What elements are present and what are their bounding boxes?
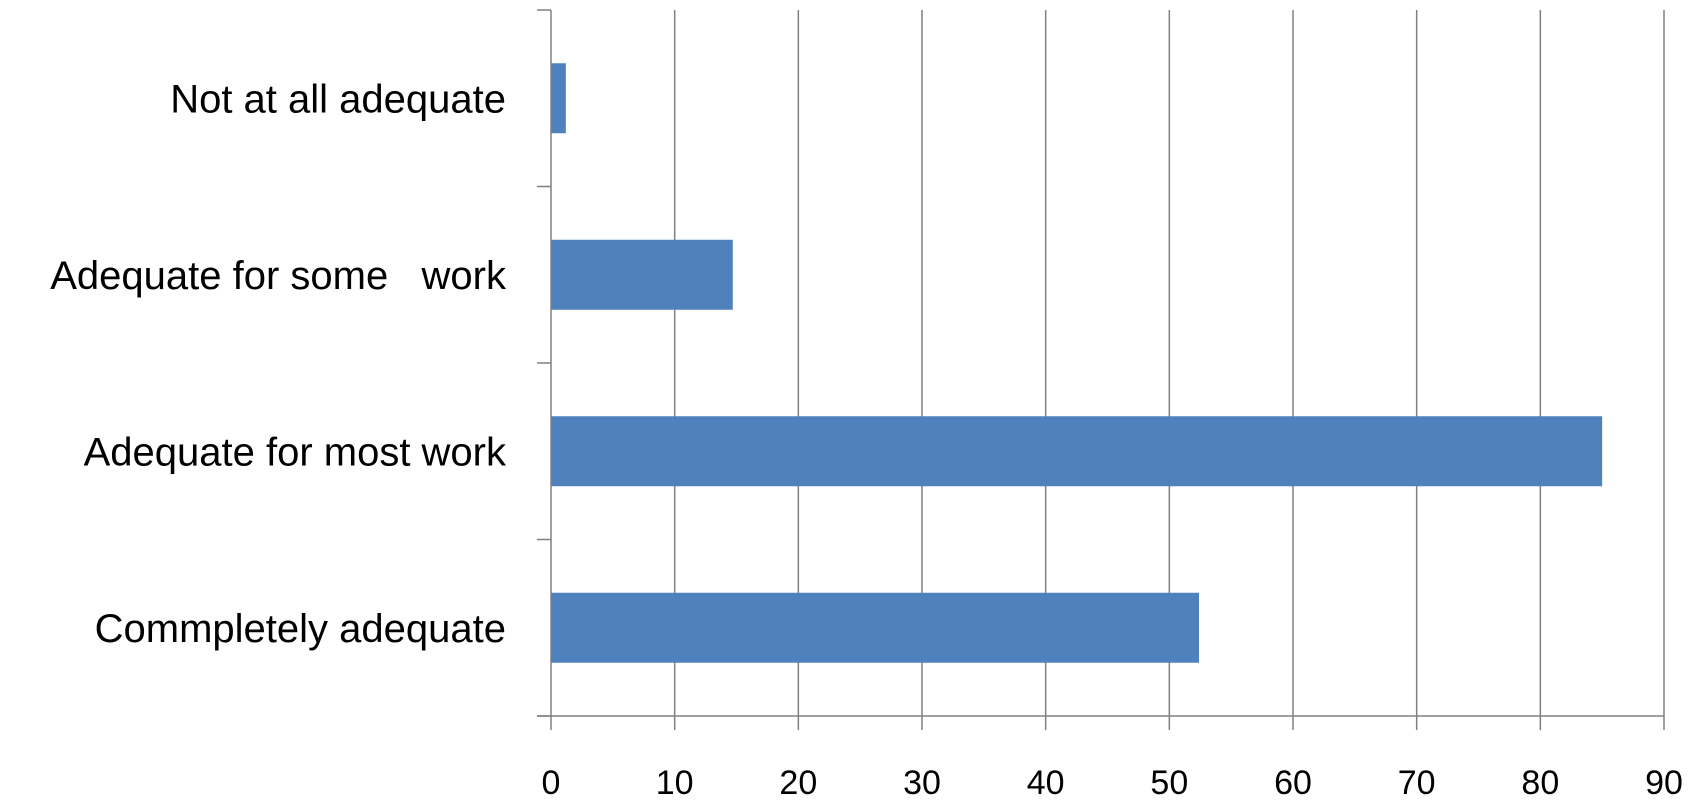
x-tick-label-0: 0 — [542, 764, 561, 802]
bar-3 — [551, 416, 1603, 487]
x-tick-label-30: 30 — [903, 764, 941, 802]
gridlines — [673, 10, 1665, 716]
category-label-3: Adequate for most work — [84, 430, 507, 474]
bars — [551, 63, 1603, 663]
x-tick-label-80: 80 — [1521, 764, 1559, 802]
x-tick-label-40: 40 — [1027, 764, 1065, 802]
bar-1 — [551, 63, 566, 134]
bar-4 — [551, 592, 1200, 663]
category-label-1: Not at all adequate — [170, 77, 506, 121]
category-label-4: Commpletely adequate — [95, 607, 506, 651]
bar-2 — [551, 239, 733, 310]
x-tick-label-20: 20 — [779, 764, 817, 802]
x-tick-labels: 0 10 20 30 40 50 60 70 80 90 — [542, 764, 1683, 802]
category-labels: Not at all adequate Adequate for some wor… — [50, 77, 507, 651]
x-tick-label-10: 10 — [656, 764, 694, 802]
axes — [537, 9, 1665, 730]
x-tick-label-50: 50 — [1150, 764, 1188, 802]
x-tick-label-60: 60 — [1274, 764, 1312, 802]
x-tick-label-70: 70 — [1398, 764, 1436, 802]
x-tick-label-90: 90 — [1645, 764, 1683, 802]
category-label-2: Adequate for some work — [50, 254, 507, 298]
